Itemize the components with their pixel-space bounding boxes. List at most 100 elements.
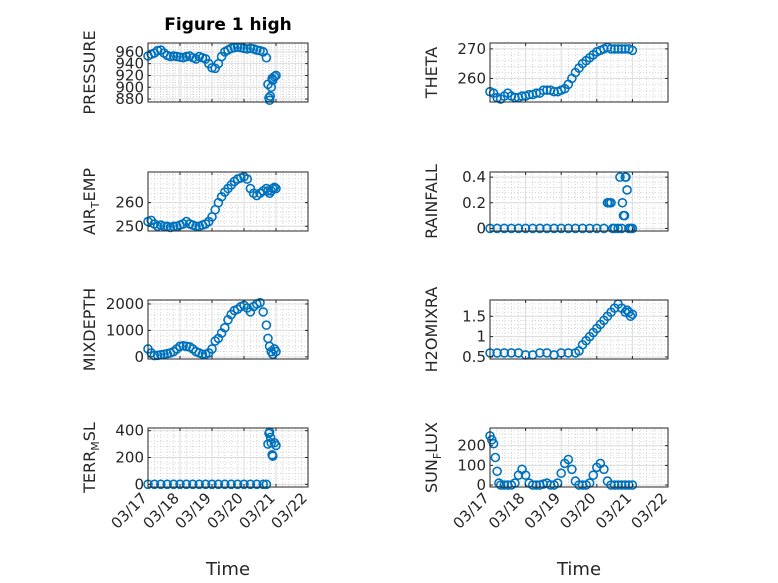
data-point — [149, 350, 160, 361]
axes-box — [489, 42, 669, 103]
data-point — [245, 479, 256, 490]
data-point — [599, 223, 609, 234]
data-point — [563, 348, 574, 358]
data-point — [520, 223, 531, 234]
data-point — [584, 223, 595, 234]
y-tick-label: 1.5 — [462, 307, 486, 325]
data-point — [609, 223, 620, 234]
y-tick-label: 940 — [115, 55, 144, 73]
axes-box — [147, 171, 309, 232]
data-point — [207, 479, 217, 490]
y-tick-label: 250 — [115, 217, 144, 235]
data-point — [226, 479, 236, 490]
data-point — [499, 348, 510, 358]
data-point — [520, 470, 531, 481]
data-point — [269, 182, 280, 193]
data-point — [492, 348, 502, 358]
data-point — [615, 172, 625, 182]
y-tick-label: 400 — [115, 422, 144, 440]
data-point — [627, 45, 638, 56]
data-point — [499, 223, 510, 234]
data-point — [495, 480, 506, 490]
y-axis-label: RAINFALL — [422, 164, 441, 239]
data-point — [625, 311, 636, 322]
data-point — [538, 85, 549, 95]
data-point — [492, 466, 502, 477]
data-point — [267, 183, 278, 194]
data-point — [556, 223, 567, 234]
subplot-6: 0.5 1 1.5 H2OMIXRA — [422, 287, 669, 373]
y-tick-label: 100 — [457, 456, 486, 474]
data-point — [175, 479, 185, 490]
subplot-4: 0 0.2 0.4 RAINFALL — [422, 164, 669, 239]
data-point — [535, 223, 545, 234]
data-point — [620, 480, 631, 490]
y-axis-label: H2OMIXRA — [422, 287, 441, 373]
y-axis-label: MIXDEPTH — [80, 288, 99, 371]
data-point — [264, 341, 275, 352]
y-tick-label: 0 — [134, 475, 144, 493]
data-point — [599, 464, 609, 475]
data-point — [258, 479, 269, 490]
data-point — [549, 223, 559, 234]
data-point — [606, 197, 616, 208]
data-point — [264, 95, 275, 106]
subplot-2: 260 270 THETA — [422, 40, 669, 104]
data-point — [162, 479, 172, 490]
data-point — [261, 320, 272, 330]
data-point — [156, 479, 166, 490]
data-point — [574, 480, 584, 490]
y-tick-label: 2000 — [106, 295, 144, 313]
data-point — [251, 479, 262, 490]
data-point — [513, 223, 524, 234]
data-point — [506, 223, 517, 234]
x-axis-label: Time — [556, 559, 601, 580]
axes-box — [147, 299, 309, 360]
data-point — [619, 210, 630, 221]
y-tick-label: 200 — [457, 437, 486, 455]
y-tick-label: 0.4 — [462, 168, 486, 186]
data-point — [197, 349, 208, 360]
chart-title: Figure 1 high — [164, 15, 292, 35]
data-point — [527, 223, 538, 234]
data-point — [269, 71, 280, 82]
data-point — [159, 221, 169, 232]
axes-background — [490, 428, 668, 487]
y-axis-label: SUNFLUX — [422, 422, 444, 493]
data-point — [266, 437, 277, 448]
y-tick-label: 0.5 — [462, 348, 486, 366]
data-point — [181, 479, 192, 490]
data-point — [563, 454, 574, 465]
data-point — [567, 464, 577, 475]
data-point — [506, 348, 517, 358]
y-tick-label: 1 — [476, 328, 486, 346]
data-point — [563, 223, 574, 234]
data-point — [255, 297, 265, 308]
axes-box — [147, 42, 309, 103]
data-point — [168, 221, 179, 232]
data-point — [616, 480, 627, 490]
data-point — [616, 44, 627, 54]
data-point — [570, 223, 581, 234]
y-axis-label: THETA — [422, 47, 441, 99]
subplot-5: 0 1000 2000 MIXDEPTH — [80, 288, 309, 371]
y-tick-label: 900 — [115, 78, 144, 96]
y-tick-label: 0 — [476, 476, 486, 494]
data-point — [267, 451, 278, 461]
y-tick-label: 200 — [115, 449, 144, 467]
y-tick-label: 0 — [134, 348, 144, 366]
axes-box — [489, 427, 669, 488]
data-point — [213, 479, 224, 490]
data-point — [261, 52, 272, 63]
data-point — [492, 223, 502, 234]
data-point — [627, 480, 638, 490]
data-point — [242, 174, 252, 184]
data-point — [621, 172, 631, 182]
y-axis-label: TERRMSL — [80, 422, 102, 494]
data-point — [271, 70, 281, 81]
data-point — [588, 470, 599, 481]
data-point — [271, 183, 281, 194]
data-point — [622, 185, 632, 195]
